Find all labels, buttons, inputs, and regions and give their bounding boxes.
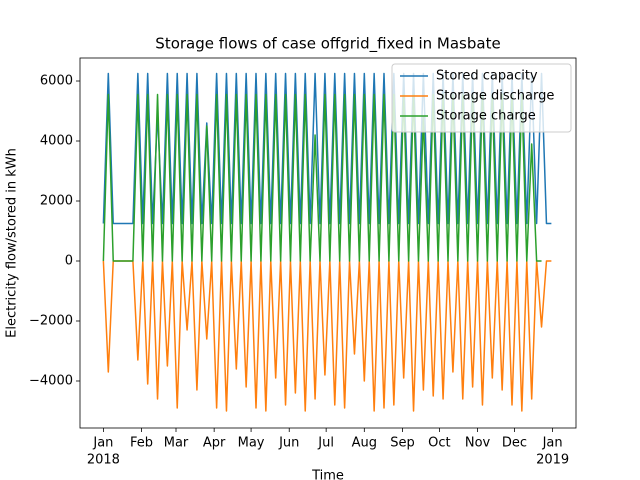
- legend-label: Stored capacity: [436, 69, 538, 84]
- x-tick-label: May: [238, 436, 265, 451]
- y-tick-label: 6000: [40, 74, 73, 89]
- x-tick-label: Aug: [352, 436, 377, 451]
- x-tick-label: Sep: [390, 436, 415, 451]
- y-tick-label: −4000: [29, 373, 73, 388]
- series-line: [102, 93, 542, 262]
- legend-label: Storage charge: [436, 109, 536, 124]
- y-tick-label: 0: [65, 253, 73, 268]
- x-tick-label: Mar: [164, 436, 189, 451]
- y-tick-label: 2000: [40, 194, 73, 209]
- x-tick-label: Dec: [502, 436, 527, 451]
- x-tick-sublabel: 2018: [87, 453, 120, 468]
- series-line: [102, 260, 552, 412]
- y-tick-label: −2000: [29, 313, 73, 328]
- x-tick-label: Jul: [317, 436, 334, 451]
- x-tick-label: Jun: [278, 436, 299, 451]
- legend-label: Storage discharge: [436, 89, 554, 104]
- x-tick-sublabel: 2019: [536, 453, 569, 468]
- axes-frame: [79, 57, 577, 429]
- x-tick-label: Nov: [465, 436, 491, 451]
- legend-box: [391, 63, 572, 133]
- y-tick-label: 4000: [40, 134, 73, 149]
- x-tick-label: Apr: [203, 436, 226, 451]
- x-tick-label: Jan: [92, 436, 113, 451]
- x-tick-label: Jan: [542, 436, 563, 451]
- x-tick-label: Oct: [428, 436, 450, 451]
- chart-title: Storage flows of case offgrid_fixed in M…: [155, 35, 500, 54]
- y-axis-label: Electricity flow/stored in kWh: [5, 148, 20, 338]
- x-tick-label: Feb: [130, 436, 153, 451]
- x-axis-label: Time: [311, 469, 344, 480]
